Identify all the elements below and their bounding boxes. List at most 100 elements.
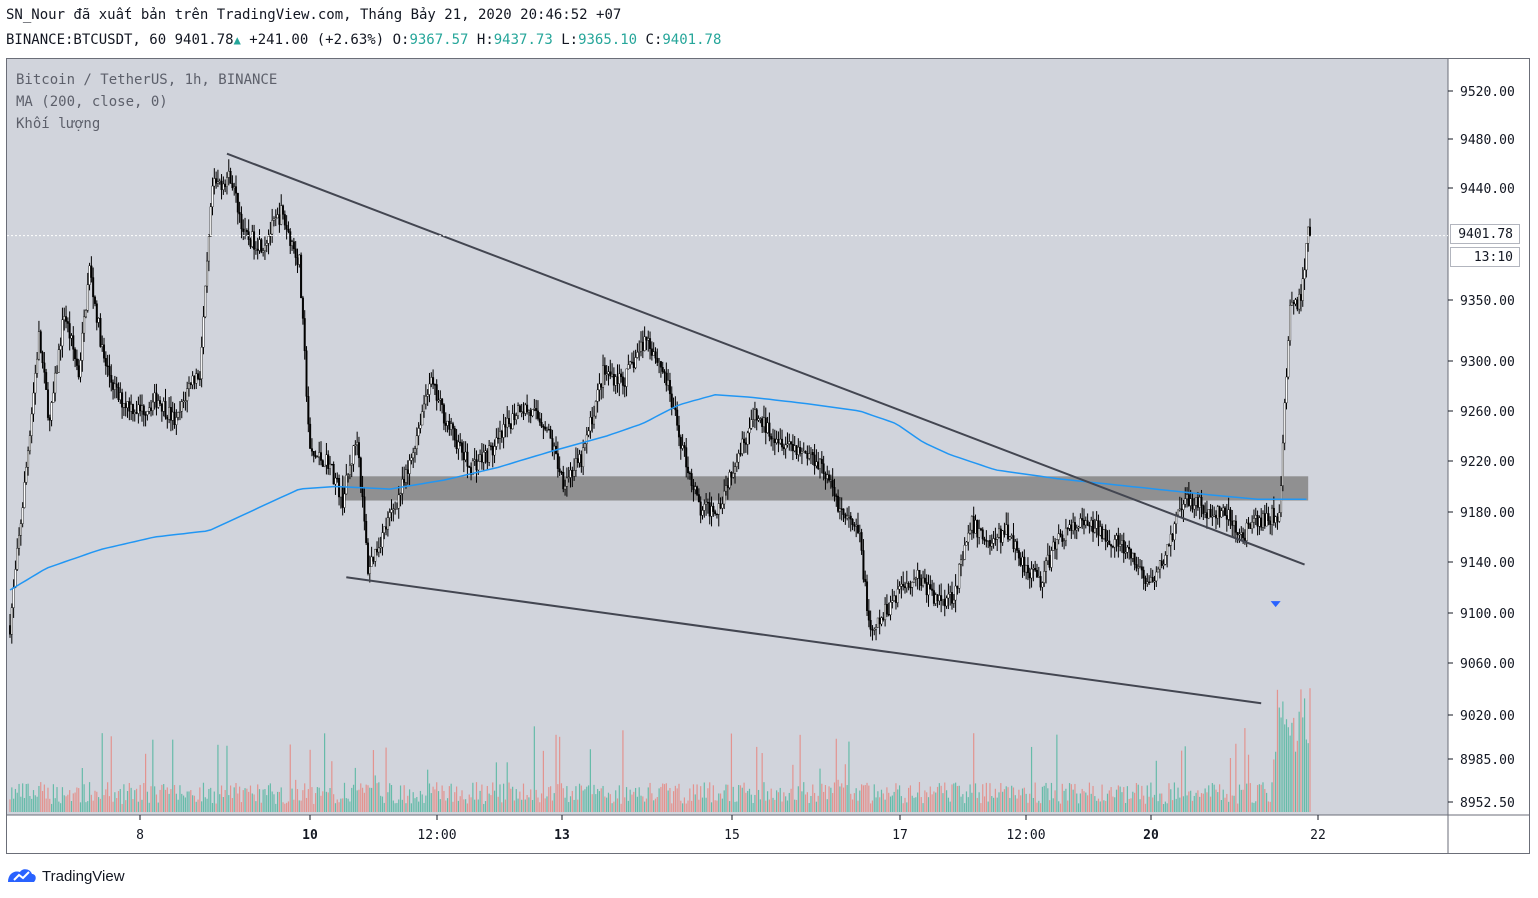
candle-body [421,411,424,426]
candle-body [1189,498,1192,506]
candle-body [1283,402,1286,444]
candle-body [66,321,69,324]
candle-body [605,373,608,376]
candle-body [1216,506,1219,519]
legend-ma[interactable]: MA (200, close, 0) [16,94,168,110]
candle-body [262,250,265,253]
candle-body [1249,523,1252,529]
candle-body [1019,557,1022,566]
candle-body [1213,514,1216,517]
candle-body [1263,513,1266,527]
candle-body [426,394,429,397]
candle-body [162,401,165,412]
candle-body [701,510,704,516]
candle-body [462,452,465,461]
candle-body [348,465,351,475]
candle-body [366,542,369,574]
candle-body [10,607,13,635]
candle-body [804,451,807,454]
candle-body [477,461,480,471]
candle-body [1231,520,1234,526]
candle-body [157,400,160,408]
candle-body [1075,528,1078,531]
candle-body [531,409,534,417]
candle-body [723,490,726,505]
candle-body [18,535,21,549]
candle-body [399,493,402,496]
candle-body [927,584,930,596]
candle-body [1079,518,1082,528]
candle-body [533,408,536,410]
candle-body [428,383,431,395]
legend-volume[interactable]: Khối lượng [16,116,101,132]
candle-body [728,472,731,488]
candle-body [480,454,483,463]
price-tick-label: 9220.00 [1460,455,1515,470]
candle-body [1082,520,1085,526]
candle-body [1276,516,1279,522]
candle-body [1200,497,1203,506]
candle-body [661,367,664,372]
candle-body [616,376,619,384]
candle-body [618,373,621,384]
time-tick-label: 17 [892,828,908,843]
candle-body [345,474,348,495]
candle-body [891,600,894,603]
candle-body [310,448,313,452]
price-tick-label: 8985.00 [1460,753,1515,768]
candle-body [441,398,444,405]
candle-body [84,310,87,318]
legend-symbol[interactable]: Bitcoin / TetherUS, 1h, BINANCE [16,72,278,88]
candle-body [491,445,494,456]
candle-body [244,230,247,232]
candle-body [1207,509,1210,519]
candle-body [645,336,648,341]
candle-body [1005,524,1008,535]
candle-body [607,371,610,375]
candle-body [654,351,657,359]
candle-body [710,505,713,517]
candle-body [791,444,794,452]
footer[interactable]: TradingView [6,866,125,886]
open-label: O: [392,32,410,48]
candle-body [998,528,1001,538]
price-tick-label: 9520.00 [1460,85,1515,100]
candle-body [106,365,109,367]
candle-body [1037,576,1040,578]
candle-body [1086,520,1089,526]
candle-body [34,373,37,394]
candle-body [714,511,717,515]
candle-body [323,464,326,467]
candle-body [352,445,355,465]
candle-body [847,515,850,518]
candle-body [450,423,453,430]
candle-body [1043,571,1046,583]
candle-body [468,466,471,468]
candle-body [325,454,328,466]
candle-body [1151,577,1154,582]
candle-body [734,466,737,474]
candle-body [515,415,518,420]
candle-body [504,424,507,428]
candle-body [280,205,283,225]
candle-body [113,383,116,390]
candle-body [652,351,655,356]
candle-body [867,610,870,621]
candle-body [739,453,742,455]
candle-body [103,344,106,359]
candle-body [1169,533,1172,546]
candle-body [1290,301,1293,306]
candle-body [245,230,248,232]
candle-body [963,545,966,560]
candle-body [907,583,910,588]
candle-body [844,514,847,519]
candle-body [25,467,28,483]
candle-body [902,583,905,587]
candle-body [641,341,644,351]
candle-body [222,183,225,190]
candle-body [781,438,784,448]
candle-body [513,413,516,420]
candle-body [419,424,422,429]
candle-body [1148,581,1151,584]
